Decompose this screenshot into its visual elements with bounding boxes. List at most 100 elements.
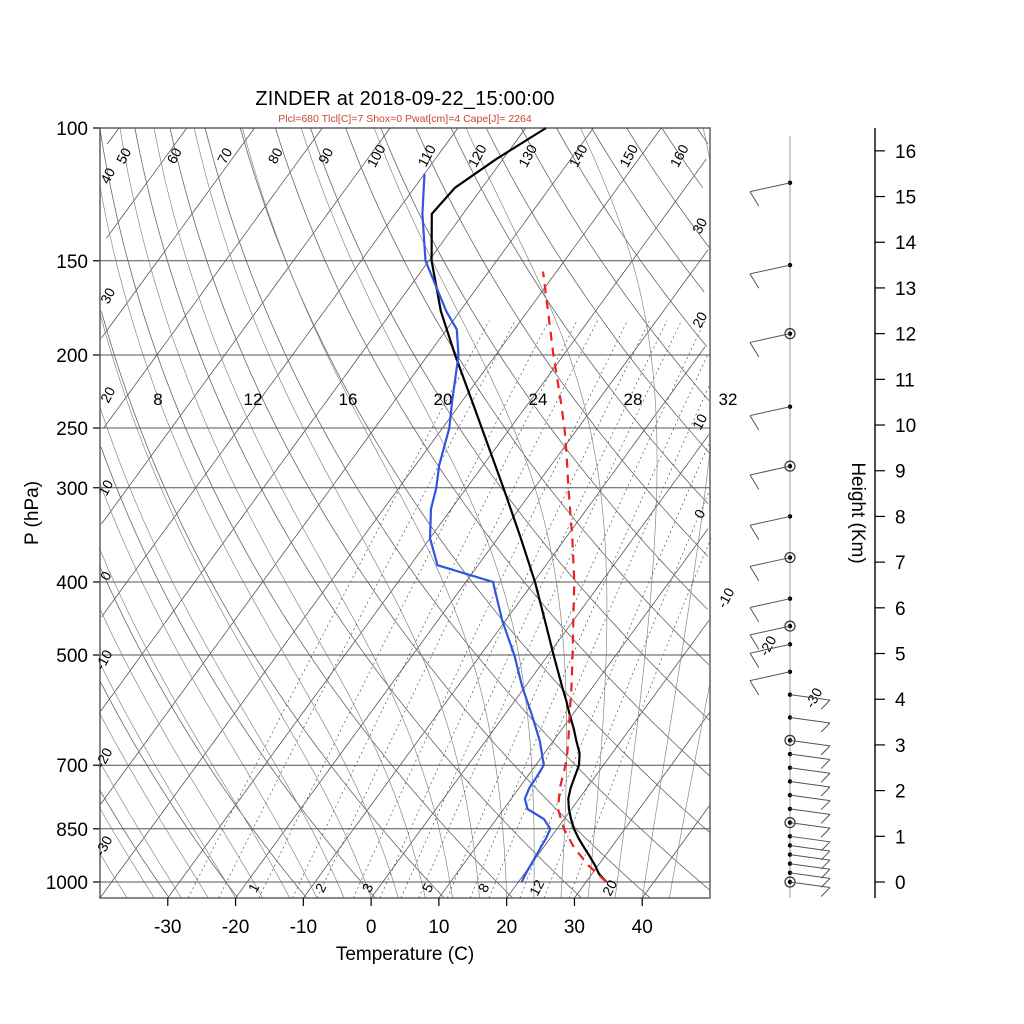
wind-barb-flag [820,859,831,870]
moist-adiabat-line [99,852,128,899]
moist-adiabat-line [98,806,155,899]
height-tick-label: 13 [895,279,916,300]
mixing-ratio-line [469,354,708,899]
moist-adiabat-line [98,661,236,899]
mixing-ratio-label: 20 [599,877,621,898]
moist-adiabat-line [373,127,568,899]
isotherm-label-right: -10 [714,585,738,611]
wind-barb-flag [749,342,760,358]
temperature-tick-label: 10 [428,917,449,938]
pressure-tick-label: 200 [56,346,88,367]
isotherm-label-left: -20 [92,745,116,771]
temperature-tick-label: -10 [290,917,317,938]
pressure-tick-label: 100 [56,119,88,140]
temperature-tick-label: 0 [366,917,377,938]
isotherm-line [506,620,710,899]
wind-barb-shaft [789,739,831,747]
pressure-tick-label: 1000 [46,873,88,894]
dry-adiabat-line [661,127,704,188]
wind-barb-flag [820,699,831,710]
sounding-dewpoint-curve [421,173,552,883]
wind-barb-shaft [749,598,791,608]
wind-barb-shaft [789,872,831,879]
wind-level-circle [784,551,796,564]
dry-adiabat-label: 90 [315,145,337,166]
moist-adiabat-line [242,127,508,899]
wind-barb-shaft [789,794,831,802]
mixing-ratio-label: 12 [526,877,548,898]
wind-level-circle [784,816,796,829]
wind-barb-flag [820,887,831,897]
moist-adiabat-line [98,760,182,899]
mixing-ratio-line [316,320,598,899]
moist-adiabat-line [99,311,372,899]
dry-adiabat-label: 70 [214,145,236,166]
mixing-ratio-line [292,320,578,899]
height-tick-label: 8 [895,507,906,528]
isotherm-line [99,127,594,806]
moist-adiabat-label: 16 [339,390,358,409]
height-tick-label: 2 [895,782,906,803]
mixing-ratio-line [568,538,712,899]
isotherm-line [438,528,709,899]
moist-adiabat-line [99,407,345,899]
wind-level-circle [784,460,796,472]
wind-barb-shaft [789,753,831,761]
mixing-ratio-line [379,320,650,899]
wind-barb-shaft [789,881,831,889]
wind-barb-shaft [789,780,831,788]
wind-barb-shaft [749,465,791,476]
moist-adiabat-label: 8 [153,390,162,409]
dry-adiabat-label: 80 [264,145,286,166]
moist-adiabat-line [99,482,318,899]
moist-adiabat-label: 20 [434,390,453,409]
wind-barb-shaft [789,808,831,815]
page-title: ZINDER at 2018-09-22_15:00:00 [255,88,555,110]
wind-barb-flag [749,607,760,623]
wind-barb-flag [820,786,831,797]
isotherm-label-right: 20 [689,309,711,330]
moist-adiabat-label: 28 [624,390,643,409]
moist-adiabat-line [119,127,426,899]
dry-adiabat-label: 50 [113,145,135,166]
isotherm-label-left: -30 [92,833,116,859]
wind-barb-flag [820,772,831,783]
wind-barb-shaft [749,671,791,682]
wind-barb-flag [820,745,831,756]
dry-adiabat-line [101,311,445,899]
wind-barb-shaft [749,406,791,417]
moist-adiabat-label: 32 [719,390,738,409]
dry-adiabat-line [626,127,712,250]
mixing-ratio-line [418,320,682,899]
plot-frame [99,127,711,899]
wind-barb-shaft [789,854,831,861]
dry-adiabat-line [100,446,376,899]
isotherm-line [101,127,391,525]
isotherm-label-right: -20 [756,633,780,659]
wind-barb-flag [749,524,760,540]
moist-adiabat-line [99,609,264,899]
wind-barb-flag [820,850,831,861]
height-tick-label: 5 [895,645,906,666]
isotherm-line [99,127,526,713]
wind-barb-flag [749,191,760,207]
wind-barb-shaft [789,844,831,852]
wind-level-circle [784,734,796,746]
mixing-ratio-line [519,440,711,899]
isotherm-line [106,127,120,145]
isotherm-label-left: -10 [92,647,116,673]
height-tick-label: 15 [895,188,916,209]
wind-barb-flag [749,415,760,431]
height-tick-label: 6 [895,599,906,620]
wind-barb-shaft [749,515,791,526]
wind-barb-shaft [789,767,831,774]
wind-barb-shaft [789,717,831,724]
dry-adiabat-line [520,127,710,402]
mixing-ratio-line [446,320,706,899]
dry-adiabat-label: 160 [667,141,692,169]
dry-adiabat-label: 60 [163,145,185,166]
isotherm-line [574,711,711,899]
temperature-tick-label: 40 [632,917,653,938]
